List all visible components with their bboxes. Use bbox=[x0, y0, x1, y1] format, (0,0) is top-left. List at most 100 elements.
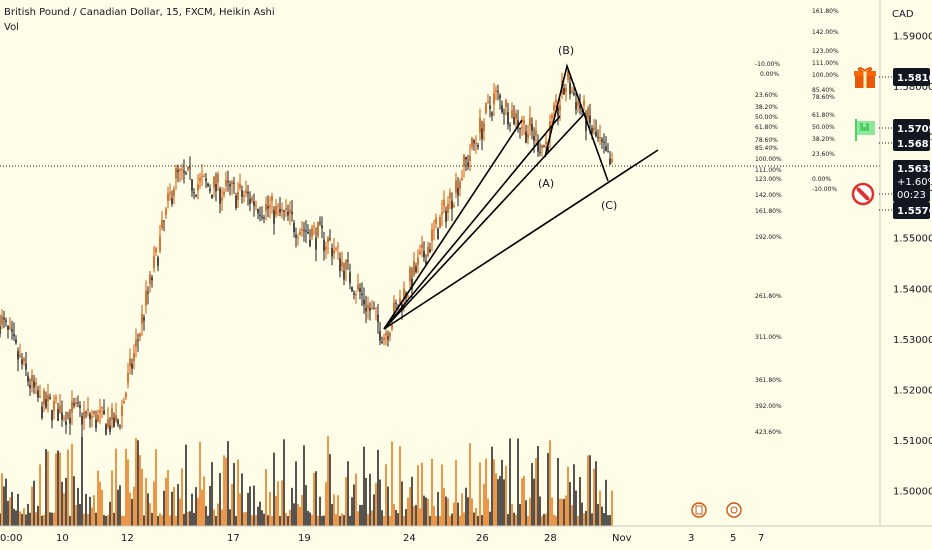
volume-bar bbox=[261, 510, 263, 526]
volume-bar bbox=[273, 452, 275, 526]
candle-body bbox=[243, 195, 245, 197]
volume-bar bbox=[365, 477, 367, 526]
volume-bar bbox=[415, 505, 417, 526]
volume-bar bbox=[153, 481, 155, 526]
candle-body bbox=[59, 405, 61, 414]
candle-body bbox=[67, 411, 69, 419]
candle-body bbox=[317, 222, 319, 237]
clock-icon[interactable] bbox=[726, 502, 742, 518]
volume-bar bbox=[33, 480, 35, 526]
volume-bar bbox=[237, 459, 239, 526]
volume-bar bbox=[507, 514, 509, 526]
volume-bar bbox=[411, 476, 413, 526]
volume-bar bbox=[401, 481, 403, 526]
volume-bar bbox=[285, 513, 287, 526]
volume-bar bbox=[183, 513, 185, 526]
fan-line-1 bbox=[383, 119, 523, 330]
volume-bar bbox=[521, 478, 523, 526]
volume-bar bbox=[43, 514, 45, 526]
volume-bar bbox=[35, 512, 37, 526]
volume-bar bbox=[199, 441, 201, 526]
volume-bar bbox=[291, 487, 293, 526]
candle-body bbox=[277, 205, 279, 207]
time-tick: 26 bbox=[476, 533, 489, 544]
candle-body bbox=[605, 146, 607, 151]
candle-body bbox=[287, 211, 289, 216]
candle-body bbox=[279, 209, 281, 213]
candle-body bbox=[567, 71, 569, 80]
volume-bar bbox=[213, 509, 215, 526]
volume-bar bbox=[361, 504, 363, 526]
volume-bar bbox=[495, 473, 497, 526]
candle-body bbox=[589, 115, 591, 124]
volume-bar bbox=[67, 449, 69, 526]
volume-bar bbox=[193, 512, 195, 526]
volume-bar bbox=[503, 479, 505, 526]
candle-body bbox=[355, 294, 357, 296]
candle-body bbox=[299, 231, 301, 235]
candle-body bbox=[343, 270, 345, 280]
candle-body bbox=[407, 295, 409, 297]
volume-bar bbox=[575, 490, 577, 526]
volume-bar bbox=[17, 493, 19, 526]
volume-bar bbox=[299, 507, 301, 526]
volume-bar bbox=[523, 475, 525, 526]
candle-body bbox=[241, 190, 243, 197]
volume-bar bbox=[143, 515, 145, 526]
volume-bar bbox=[0, 513, 1, 526]
volume-bar bbox=[99, 481, 101, 526]
fib-level: 100.00% bbox=[755, 156, 782, 163]
candle-body bbox=[529, 117, 531, 126]
candle-body bbox=[15, 339, 17, 343]
time-tick: 7 bbox=[758, 533, 764, 544]
candle-body bbox=[327, 237, 329, 243]
volume-bar bbox=[161, 515, 163, 526]
candle-body bbox=[349, 272, 351, 284]
price-label: 1.58107 bbox=[893, 68, 932, 86]
candle-body bbox=[505, 99, 507, 107]
volume-bar bbox=[457, 502, 459, 526]
symbol-title: British Pound / Canadian Dollar, 15, FXC… bbox=[4, 7, 275, 18]
candle-body bbox=[143, 317, 145, 321]
candle-body bbox=[313, 225, 315, 227]
gift-icon[interactable] bbox=[854, 67, 876, 88]
candle-body bbox=[365, 307, 367, 312]
volume-bar bbox=[295, 461, 297, 526]
candle-body bbox=[413, 260, 415, 276]
volume-bar bbox=[301, 495, 303, 526]
volume-bar bbox=[451, 513, 453, 526]
fib-level: 142.00% bbox=[755, 192, 782, 199]
volume-bar bbox=[221, 509, 223, 526]
volume-bar bbox=[279, 515, 281, 526]
no-entry-icon[interactable] bbox=[851, 182, 875, 206]
volume-bar bbox=[433, 506, 435, 526]
volume-bar bbox=[553, 514, 555, 526]
candle-body bbox=[375, 307, 377, 309]
volume-bar bbox=[55, 453, 57, 526]
fib-level: 392.00% bbox=[755, 403, 782, 410]
volume-label: Vol bbox=[4, 22, 19, 33]
volume-bar bbox=[329, 454, 331, 526]
candle-body bbox=[227, 180, 229, 183]
volume-bar bbox=[413, 506, 415, 526]
wave-labels: (B) (A) (C) bbox=[538, 44, 617, 212]
volume-bar bbox=[163, 490, 165, 526]
candle-body bbox=[43, 390, 45, 405]
candle-body bbox=[9, 327, 11, 329]
candle-body bbox=[201, 176, 203, 178]
candle-body bbox=[395, 303, 397, 305]
fib-level: 61.80% bbox=[812, 112, 835, 119]
volume-bar bbox=[559, 498, 561, 526]
volume-bar bbox=[323, 515, 325, 526]
earnings-icon[interactable] bbox=[691, 502, 707, 518]
candle-body bbox=[571, 90, 573, 93]
candle-body bbox=[271, 196, 273, 202]
fan-line-3 bbox=[383, 112, 586, 330]
volume-bar bbox=[235, 515, 237, 526]
flag-icon[interactable] bbox=[855, 119, 875, 141]
volume-bar bbox=[381, 510, 383, 526]
candle-body bbox=[545, 141, 547, 145]
candle-body bbox=[113, 417, 115, 427]
volume-bar bbox=[175, 515, 177, 526]
